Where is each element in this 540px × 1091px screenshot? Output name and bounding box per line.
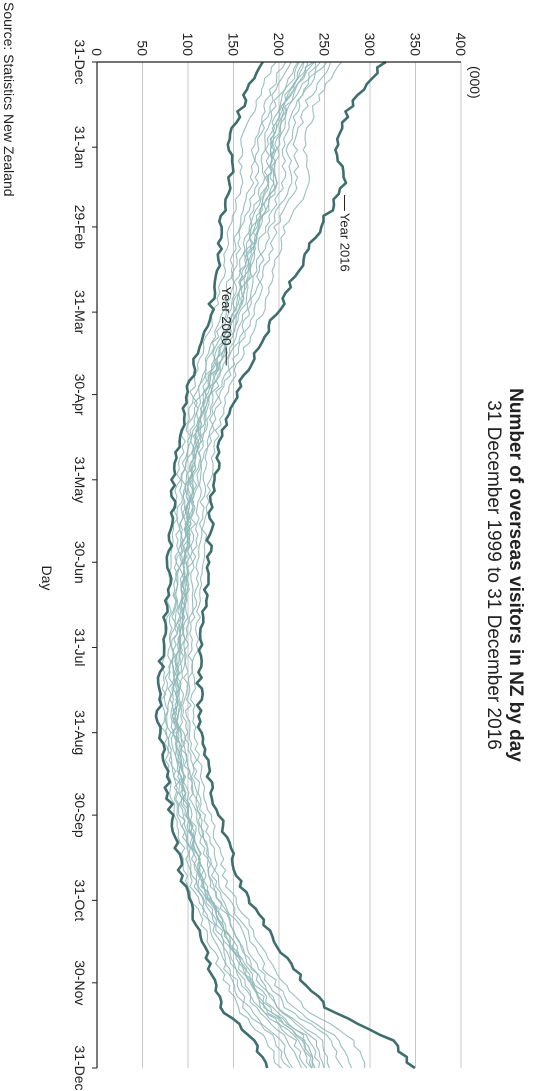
- y-tick-label: 200: [271, 33, 287, 57]
- x-tick-label: 30-Jun: [72, 541, 88, 584]
- y-tick-label: 250: [317, 33, 333, 57]
- x-tick-label: 30-Nov: [72, 960, 88, 1005]
- annotation-label: Year 2000: [219, 287, 234, 346]
- x-tick-label: 31-Jul: [72, 628, 88, 666]
- series-line-2016: [195, 60, 416, 1070]
- axes: [92, 61, 461, 1069]
- series-line-2003: [166, 61, 293, 1069]
- x-axis-label: Day: [39, 566, 55, 591]
- y-tick-label: 300: [362, 33, 378, 57]
- y-tick-label: 50: [135, 40, 151, 56]
- y-tick-label: 0: [89, 48, 105, 56]
- grid: [142, 62, 462, 1068]
- chart-subtitle: 31 December 1999 to 31 December 2016: [483, 400, 504, 750]
- x-tick-labels: 31-Dec 31-Jan 29-Feb 31-Mar 30-Apr 31-May 30-J…: [72, 39, 88, 1090]
- x-tick-label: 31-Dec: [72, 39, 88, 84]
- series-line-2014: [185, 61, 353, 1069]
- x-tick-label: 30-Apr: [72, 374, 88, 416]
- chart-title: Number of overseas visitors in NZ by day: [505, 388, 526, 762]
- series-line-2002: [163, 61, 291, 1069]
- series-line-2015: [190, 61, 366, 1069]
- y-unit-label: (000): [467, 66, 483, 99]
- x-tick-label: 31-Jan: [72, 126, 88, 169]
- series-line-2011: [175, 61, 325, 1069]
- source-note: Source: Statistics New Zealand: [1, 2, 17, 197]
- series-line-2013: [181, 61, 344, 1069]
- x-tick-label: 31-May: [72, 456, 88, 503]
- series-line-2000: [154, 61, 269, 1069]
- y-tick-label: 150: [226, 33, 242, 57]
- series-line-2012: [179, 61, 330, 1069]
- series-lines: [154, 60, 416, 1070]
- annotations: Year 2016 Year 2000: [219, 194, 353, 366]
- annotation-label: Year 2016: [338, 213, 353, 272]
- x-tick-label: 29-Feb: [72, 205, 88, 250]
- y-tick-label: 350: [408, 33, 424, 57]
- x-tick-label: 31-Mar: [72, 290, 88, 335]
- y-tick-labels: 0 50 100 150 200 250 300 350 400: [89, 33, 469, 57]
- x-tick-label: 31-Oct: [72, 879, 88, 921]
- x-tick-label: 31-Aug: [72, 710, 88, 755]
- x-tick-label: 31-Dec: [72, 1045, 88, 1090]
- y-tick-label: 400: [453, 33, 469, 57]
- rotated-chart-group: 0 50 100 150 200 250 300 350 400 31-Dec 31-Jan 29-…: [1, 2, 526, 1091]
- y-tick-label: 100: [180, 33, 196, 57]
- x-tick-label: 30-Sep: [72, 793, 88, 838]
